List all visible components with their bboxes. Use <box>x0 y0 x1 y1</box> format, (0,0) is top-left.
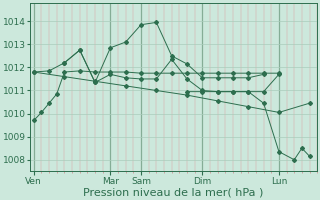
X-axis label: Pression niveau de la mer( hPa ): Pression niveau de la mer( hPa ) <box>84 187 264 197</box>
